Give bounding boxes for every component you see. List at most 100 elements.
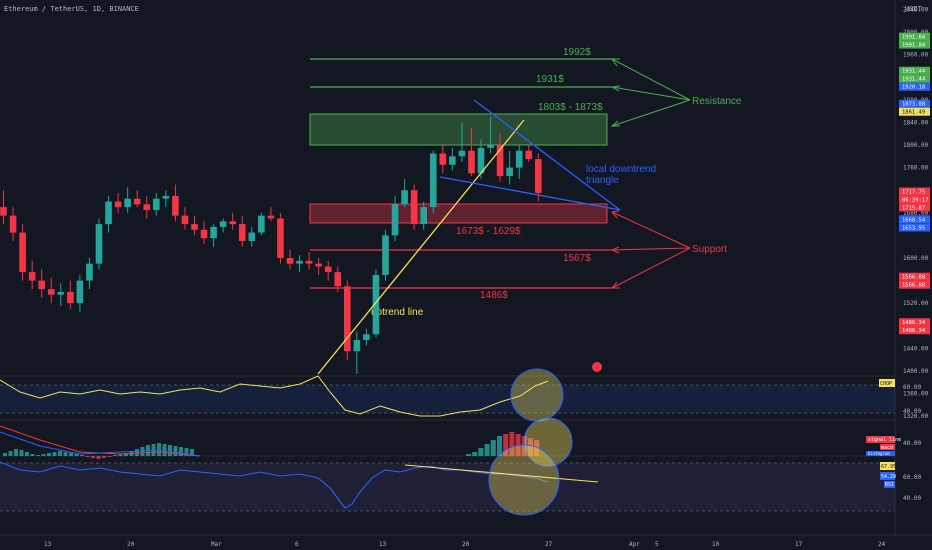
- candle-body[interactable]: [0, 207, 7, 216]
- label-triangle-1: local downtrend: [586, 164, 656, 175]
- macd-line[interactable]: [0, 431, 201, 457]
- price-tag-text: 1715.87: [902, 205, 925, 211]
- rsi-trend-line[interactable]: [404, 464, 599, 483]
- price-axis-label: 1320.00: [903, 413, 929, 420]
- time-axis[interactable]: 13 20 Mar 6 13 20 27 Apr 5 10 17 24: [44, 541, 886, 548]
- candle-body[interactable]: [162, 195, 170, 199]
- candle-body[interactable]: [334, 272, 342, 287]
- candle-body[interactable]: [401, 190, 408, 205]
- candle-body[interactable]: [9, 215, 17, 233]
- candle-body[interactable]: [420, 207, 427, 225]
- candle-body[interactable]: [172, 195, 179, 216]
- candle-body[interactable]: [67, 291, 74, 304]
- support-arrows[interactable]: [610, 210, 691, 289]
- candle-body[interactable]: [219, 221, 227, 227]
- macd-bar: [63, 452, 68, 456]
- price-tag: [899, 74, 930, 83]
- candle-body[interactable]: [210, 226, 217, 239]
- candle-body[interactable]: [535, 159, 542, 194]
- macd-bar: [472, 452, 478, 456]
- candle-body[interactable]: [525, 150, 533, 160]
- candle-body[interactable]: [324, 266, 332, 273]
- candle-body[interactable]: [181, 215, 189, 225]
- macd-bar: [14, 449, 18, 456]
- candle-body[interactable]: [258, 215, 265, 233]
- candle-body[interactable]: [86, 263, 93, 281]
- macd-bar: [102, 456, 106, 458]
- candle-body[interactable]: [449, 156, 456, 165]
- candle-body[interactable]: [372, 274, 380, 335]
- downtrend-lower-line[interactable]: [439, 176, 621, 211]
- label-1992: 1992$: [563, 47, 591, 58]
- macd-bar: [509, 432, 515, 456]
- candle-body[interactable]: [439, 153, 447, 165]
- macd-bar: [534, 440, 540, 456]
- candle-body[interactable]: [429, 153, 437, 208]
- candle-body[interactable]: [38, 280, 45, 290]
- candle-body[interactable]: [305, 260, 313, 264]
- candles[interactable]: [0, 116, 542, 374]
- candle-body[interactable]: [515, 150, 523, 168]
- candle-body[interactable]: [133, 198, 141, 205]
- uptrend-line[interactable]: [317, 119, 525, 375]
- candle-body[interactable]: [363, 334, 370, 340]
- downtrend-upper-line[interactable]: [473, 99, 621, 211]
- time-axis-label: 13: [44, 541, 52, 548]
- macd-bar: [503, 434, 509, 456]
- support-zone[interactable]: [309, 203, 608, 224]
- label-1931: 1931$: [536, 74, 564, 85]
- rsi-band: [0, 463, 895, 511]
- candle-body[interactable]: [105, 201, 112, 225]
- macd-bar: [168, 445, 172, 456]
- macd-bar: [466, 454, 471, 456]
- time-axis-label: 6: [295, 541, 299, 548]
- macd-bar: [162, 444, 167, 456]
- price-axis-label: 1800.00: [903, 142, 929, 149]
- candle-body[interactable]: [47, 289, 55, 295]
- chop-axis-label-40: 40.00: [903, 408, 921, 415]
- candle-body[interactable]: [143, 204, 151, 210]
- resistance-zone[interactable]: [309, 113, 608, 146]
- candle-body[interactable]: [477, 147, 485, 174]
- candle-body[interactable]: [200, 229, 208, 239]
- candle-body[interactable]: [382, 235, 389, 275]
- candle-body[interactable]: [506, 167, 513, 177]
- price-axis-label: 2040.00: [903, 6, 929, 13]
- macd-bar: [484, 444, 490, 456]
- time-axis-label: 20: [462, 541, 470, 548]
- resistance-arrows[interactable]: [610, 58, 691, 127]
- chop-line[interactable]: [0, 375, 549, 417]
- candle-body[interactable]: [229, 221, 236, 225]
- candle-body[interactable]: [496, 145, 504, 177]
- candle-body[interactable]: [410, 190, 418, 225]
- candle-body[interactable]: [28, 272, 36, 281]
- candle-body[interactable]: [76, 280, 84, 304]
- candle-body[interactable]: [391, 204, 399, 236]
- candle-body[interactable]: [124, 198, 131, 208]
- candle-body[interactable]: [458, 150, 466, 157]
- macd-bar: [85, 456, 90, 457]
- candle-body[interactable]: [315, 263, 322, 267]
- candle-body[interactable]: [344, 286, 351, 352]
- candle-body[interactable]: [296, 260, 303, 264]
- candle-body[interactable]: [95, 224, 103, 264]
- candle-body[interactable]: [248, 232, 256, 242]
- candle-body[interactable]: [468, 150, 475, 174]
- price-tag-text: 1931.44: [902, 77, 926, 83]
- candle-body[interactable]: [267, 215, 275, 219]
- candle-body[interactable]: [286, 258, 294, 264]
- candle-body[interactable]: [238, 224, 246, 242]
- candle-body[interactable]: [487, 145, 494, 148]
- candle-body[interactable]: [353, 339, 361, 352]
- news-icon[interactable]: [592, 362, 602, 372]
- label-1486: 1486$: [480, 290, 508, 301]
- candle-body[interactable]: [57, 291, 65, 295]
- candle-body[interactable]: [153, 198, 160, 210]
- candle-body[interactable]: [114, 201, 122, 208]
- rsi-tag-1: [880, 462, 895, 470]
- candle-body[interactable]: [277, 218, 284, 258]
- candle-body[interactable]: [19, 232, 26, 273]
- candle-body[interactable]: [191, 224, 198, 230]
